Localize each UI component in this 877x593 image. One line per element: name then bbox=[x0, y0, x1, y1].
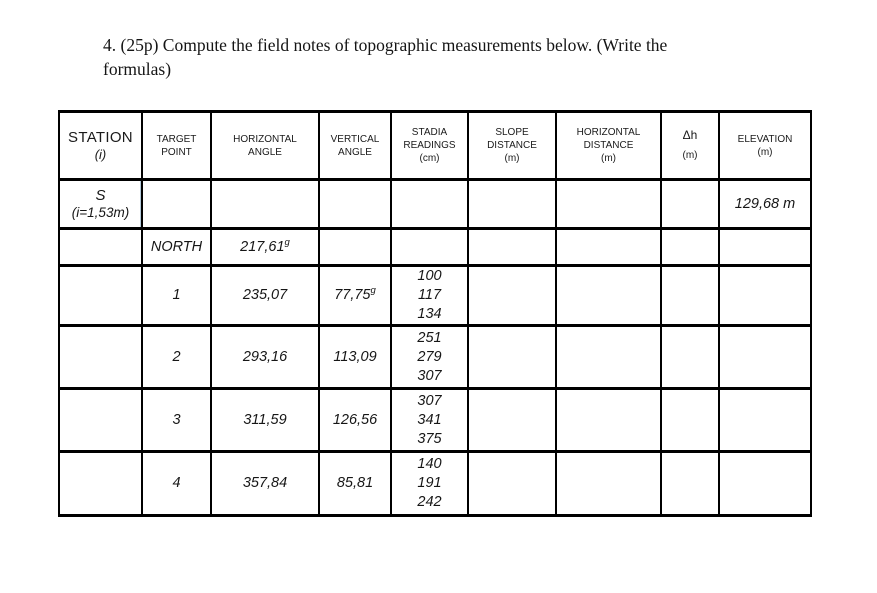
cell-elevation: 129,68 m bbox=[718, 178, 812, 230]
gradian-superscript: g bbox=[284, 236, 290, 248]
cell-slope-distance bbox=[467, 227, 557, 267]
cell-station bbox=[58, 324, 143, 390]
col-header-slope-distance: SLOPE DISTANCE (m) bbox=[467, 110, 557, 181]
cell-stadia-readings: 100 117 134 bbox=[390, 264, 469, 327]
cell-delta-h bbox=[660, 387, 720, 453]
table-row-north: NORTH 217,61g bbox=[58, 227, 812, 267]
field-notes-table: STATION (i) TARGET POINT HORIZONTAL ANGL… bbox=[58, 110, 812, 517]
cell-horizontal-distance bbox=[555, 324, 662, 390]
cell-station bbox=[58, 227, 143, 267]
table-row-station-s: S (i=1,53m) 129,68 m bbox=[58, 178, 812, 230]
cell-horizontal-angle bbox=[210, 178, 320, 230]
cell-elevation bbox=[718, 264, 812, 327]
cell-slope-distance bbox=[467, 450, 557, 517]
cell-target-point: 2 bbox=[141, 324, 212, 390]
table-row-point-2: 2 293,16 113,09 251 279 307 bbox=[58, 324, 812, 390]
cell-stadia-readings bbox=[390, 227, 469, 267]
cell-horizontal-angle: 311,59 bbox=[210, 387, 320, 453]
cell-elevation bbox=[718, 227, 812, 267]
cell-target-point bbox=[141, 178, 212, 230]
cell-station bbox=[58, 450, 143, 517]
cell-horizontal-angle: 293,16 bbox=[210, 324, 320, 390]
cell-station bbox=[58, 387, 143, 453]
cell-delta-h bbox=[660, 324, 720, 390]
col-header-station: STATION (i) bbox=[58, 110, 143, 181]
question-title-line1: 4. (25p) Compute the field notes of topo… bbox=[103, 35, 668, 55]
cell-target-point: NORTH bbox=[141, 227, 212, 267]
cell-target-point: 3 bbox=[141, 387, 212, 453]
gradian-superscript: g bbox=[370, 285, 376, 297]
station-cell-divider-highlight bbox=[140, 181, 142, 227]
cell-slope-distance bbox=[467, 264, 557, 327]
cell-target-point: 4 bbox=[141, 450, 212, 517]
table-row-point-4: 4 357,84 85,81 140 191 242 bbox=[58, 450, 812, 517]
cell-horizontal-distance bbox=[555, 227, 662, 267]
cell-delta-h bbox=[660, 178, 720, 230]
cell-horizontal-distance bbox=[555, 450, 662, 517]
cell-vertical-angle: 77,75g bbox=[318, 264, 392, 327]
cell-vertical-angle bbox=[318, 227, 392, 267]
question-title-line2: formulas) bbox=[103, 59, 172, 79]
table-row-point-1: 1 235,07 77,75g 100 117 134 bbox=[58, 264, 812, 327]
col-header-horizontal-angle: HORIZONTAL ANGLE bbox=[210, 110, 320, 181]
cell-horizontal-angle: 357,84 bbox=[210, 450, 320, 517]
cell-slope-distance bbox=[467, 178, 557, 230]
cell-slope-distance bbox=[467, 387, 557, 453]
cell-station-s: S (i=1,53m) bbox=[58, 178, 143, 230]
cell-elevation bbox=[718, 387, 812, 453]
col-header-elevation: ELEVATION (m) bbox=[718, 110, 812, 181]
cell-target-point: 1 bbox=[141, 264, 212, 327]
cell-horizontal-distance bbox=[555, 387, 662, 453]
col-header-target-point: TARGET POINT bbox=[141, 110, 212, 181]
cell-vertical-angle bbox=[318, 178, 392, 230]
cell-delta-h bbox=[660, 227, 720, 267]
cell-horizontal-distance bbox=[555, 264, 662, 327]
cell-delta-h bbox=[660, 450, 720, 517]
cell-elevation bbox=[718, 450, 812, 517]
cell-vertical-angle: 85,81 bbox=[318, 450, 392, 517]
cell-vertical-angle: 113,09 bbox=[318, 324, 392, 390]
cell-stadia-readings bbox=[390, 178, 469, 230]
table-header-row: STATION (i) TARGET POINT HORIZONTAL ANGL… bbox=[58, 110, 812, 181]
cell-stadia-readings: 251 279 307 bbox=[390, 324, 469, 390]
cell-stadia-readings: 307 341 375 bbox=[390, 387, 469, 453]
cell-horizontal-angle: 235,07 bbox=[210, 264, 320, 327]
col-header-delta-h: Δh (m) bbox=[660, 110, 720, 181]
cell-delta-h bbox=[660, 264, 720, 327]
col-header-horizontal-distance: HORIZONTAL DISTANCE (m) bbox=[555, 110, 662, 181]
cell-stadia-readings: 140 191 242 bbox=[390, 450, 469, 517]
table-row-point-3: 3 311,59 126,56 307 341 375 bbox=[58, 387, 812, 453]
question-title: 4. (25p) Compute the field notes of topo… bbox=[103, 33, 793, 81]
cell-elevation bbox=[718, 324, 812, 390]
cell-slope-distance bbox=[467, 324, 557, 390]
cell-horizontal-angle: 217,61g bbox=[210, 227, 320, 267]
col-header-stadia-readings: STADIA READINGS (cm) bbox=[390, 110, 469, 181]
cell-station bbox=[58, 264, 143, 327]
cell-horizontal-distance bbox=[555, 178, 662, 230]
col-header-vertical-angle: VERTICAL ANGLE bbox=[318, 110, 392, 181]
cell-vertical-angle: 126,56 bbox=[318, 387, 392, 453]
